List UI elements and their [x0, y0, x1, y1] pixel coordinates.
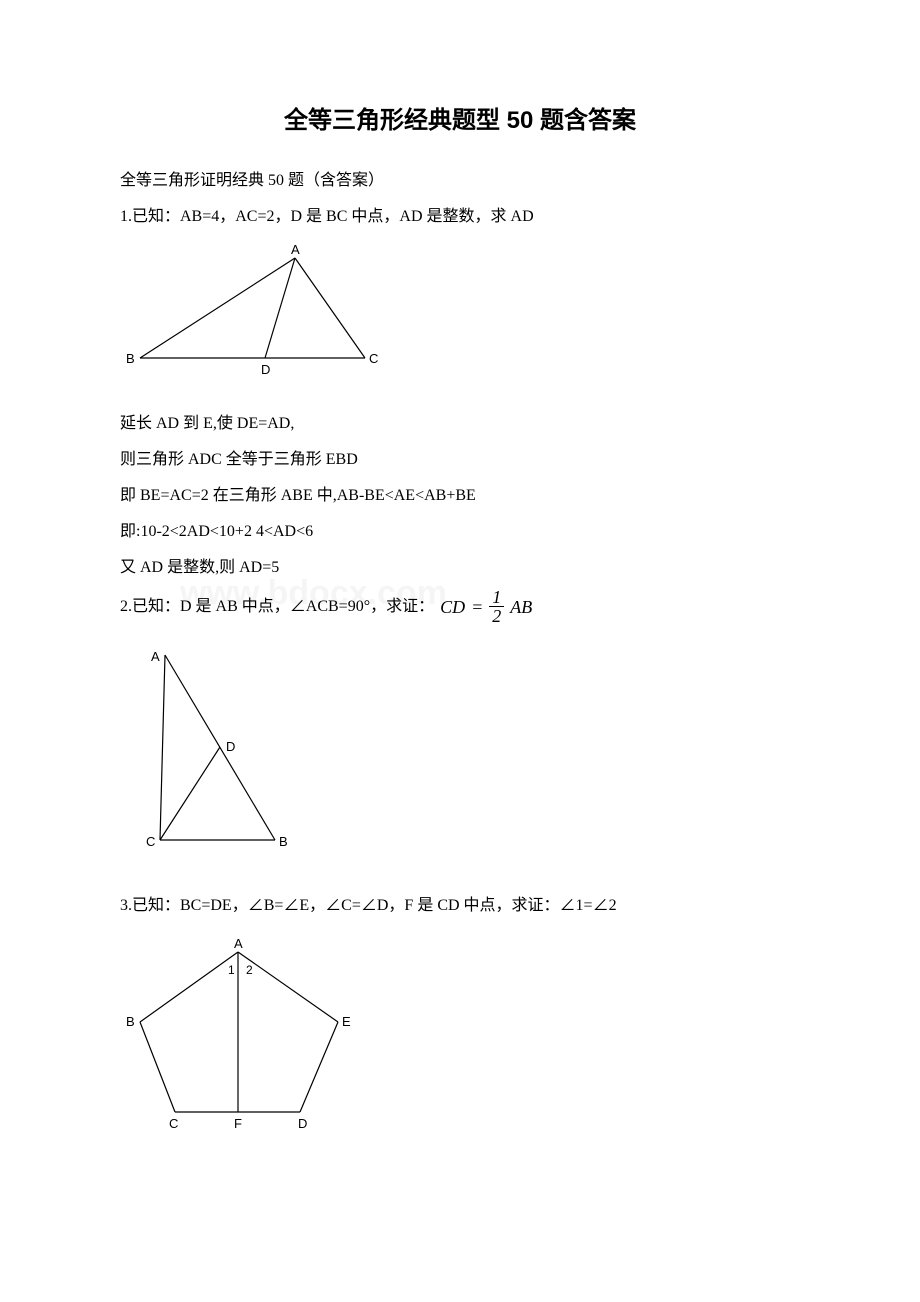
svg-text:B: B — [126, 1014, 135, 1029]
q1-sol-4: 即:10-2<2AD<10+2 4<AD<6 — [120, 516, 800, 548]
q2-prompt-prefix: 2.已知：D 是 AB 中点，∠ACB=90°，求证： — [120, 591, 434, 623]
svg-text:C: C — [369, 351, 378, 366]
q1-sol-2: 则三角形 ADC 全等于三角形 EBD — [120, 444, 800, 476]
q2-cd: CD — [440, 589, 465, 625]
svg-text:1: 1 — [228, 963, 235, 977]
q2-ab: AB — [510, 589, 532, 625]
svg-text:D: D — [261, 362, 270, 377]
q1-prompt: 1.已知：AB=4，AC=2，D 是 BC 中点，AD 是整数，求 AD — [120, 201, 800, 233]
q3-prompt: 3.已知：BC=DE，∠B=∠E，∠C=∠D，F 是 CD 中点，求证：∠1=∠… — [120, 890, 800, 922]
svg-text:E: E — [342, 1014, 351, 1029]
page-title: 全等三角形经典题型 50 题含答案 — [120, 100, 800, 135]
svg-text:A: A — [151, 649, 160, 664]
q2-figure: A C B D — [120, 635, 800, 870]
svg-text:B: B — [279, 834, 288, 849]
svg-text:D: D — [298, 1116, 307, 1131]
q2-prompt-row: www.bdocx.com 2.已知：D 是 AB 中点，∠ACB=90°，求证… — [120, 588, 800, 625]
svg-text:C: C — [169, 1116, 178, 1131]
svg-text:D: D — [226, 739, 235, 754]
svg-text:B: B — [126, 351, 135, 366]
svg-text:A: A — [234, 936, 243, 951]
q3-figure: A B E C D F 12 — [120, 932, 800, 1137]
q2-fraction: 1 2 — [489, 588, 504, 625]
svg-text:C: C — [146, 834, 155, 849]
subtitle: 全等三角形证明经典 50 题（含答案） — [120, 165, 800, 197]
q2-frac-den: 2 — [489, 607, 504, 625]
q1-sol-3: 即 BE=AC=2 在三角形 ABE 中,AB-BE<AE<AB+BE — [120, 480, 800, 512]
q2-eq: = — [471, 589, 483, 625]
q1-figure: A B C D — [120, 243, 800, 388]
q2-frac-num: 1 — [489, 588, 504, 607]
svg-text:2: 2 — [246, 963, 253, 977]
svg-text:A: A — [291, 243, 300, 257]
svg-text:F: F — [234, 1116, 242, 1131]
q1-sol-1: 延长 AD 到 E,使 DE=AD, — [120, 408, 800, 440]
